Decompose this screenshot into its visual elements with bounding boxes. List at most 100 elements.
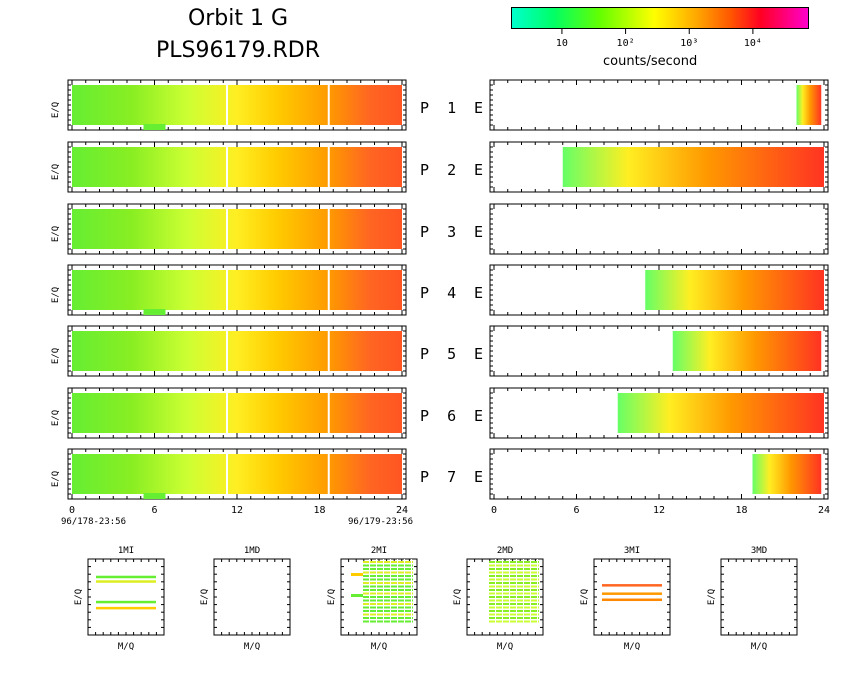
- mass-panel: [593, 558, 671, 636]
- mass-panel-frame: [593, 558, 671, 636]
- mass-band: [351, 594, 363, 597]
- mass-gap: [404, 559, 405, 633]
- p-channel-label: P 1: [420, 99, 456, 117]
- mass-band: [489, 582, 539, 584]
- ylabel-eq: E/Q: [51, 287, 61, 303]
- mass-panel-title: 2MI: [371, 546, 387, 556]
- e-panel-frame: [489, 203, 829, 255]
- e-channel-label: E: [474, 161, 483, 179]
- x-tick-label: 24: [818, 505, 830, 516]
- mass-panel-frame: [213, 558, 291, 636]
- xlabel-mq: M/Q: [244, 642, 260, 652]
- mass-band: [489, 592, 539, 595]
- data-gap: [327, 453, 330, 495]
- mass-band: [363, 564, 413, 567]
- e-panel: [489, 387, 829, 439]
- data-gap: [327, 330, 330, 372]
- e-channel-label: E: [474, 223, 483, 241]
- data-gap: [327, 146, 330, 188]
- mass-band: [602, 584, 662, 587]
- mass-band: [363, 582, 413, 584]
- title-filename: PLS96179.RDR: [156, 38, 320, 63]
- e-spectrum: [617, 393, 824, 433]
- e-spectrum: [672, 331, 822, 371]
- mass-band: [489, 596, 539, 598]
- mass-band: [363, 568, 413, 570]
- ylabel-eq: E/Q: [51, 410, 61, 426]
- p-panel: [67, 141, 407, 193]
- mass-band: [363, 571, 413, 574]
- x-tick-label: 12: [231, 505, 243, 516]
- mass-gap: [397, 559, 398, 633]
- mass-band: [489, 571, 539, 574]
- p-spectrum-edge: [143, 309, 166, 315]
- mass-gap: [383, 559, 384, 633]
- ylabel-eq: E/Q: [51, 226, 61, 242]
- colorbar-tick-label: 10³: [680, 38, 698, 49]
- time-start-label: 96/178-23:56: [61, 517, 127, 527]
- p-spectrum: [72, 454, 402, 494]
- mass-band: [602, 592, 662, 595]
- p-channel-label: P 4: [420, 284, 456, 302]
- mass-panel-frame: [87, 558, 165, 636]
- data-gap: [226, 208, 228, 250]
- mass-band: [363, 617, 413, 619]
- mass-panel: [340, 558, 419, 636]
- mass-band: [489, 599, 539, 602]
- e-channel-label: E: [474, 99, 483, 117]
- mass-band: [489, 617, 539, 619]
- mass-band: [363, 603, 413, 605]
- mass-panel-title: 1MD: [244, 546, 260, 556]
- colorbar-tick-label: 10²: [617, 38, 635, 49]
- p-panel: [67, 203, 407, 255]
- mass-gap: [418, 559, 419, 633]
- e-channel-label: E: [474, 284, 483, 302]
- mass-band: [363, 561, 413, 563]
- mass-band: [489, 578, 539, 581]
- mass-band: [363, 610, 413, 612]
- mass-gap: [516, 559, 517, 633]
- e-panel: [489, 79, 829, 131]
- time-end-label: 96/179-23:56: [348, 517, 414, 527]
- p-channel-label: P 5: [420, 345, 456, 363]
- data-gap: [327, 84, 330, 126]
- data-gap: [226, 84, 228, 126]
- mass-band: [351, 573, 363, 576]
- mass-band: [489, 585, 539, 588]
- mass-band: [363, 575, 413, 577]
- e-panel: [489, 141, 829, 193]
- ylabel-eq: E/Q: [51, 348, 61, 364]
- data-gap: [226, 269, 228, 311]
- x-tick-label: 6: [151, 505, 157, 516]
- p-spectrum: [72, 393, 402, 433]
- colorbar-axis: 10 10² 10³ 10⁴: [556, 28, 762, 49]
- x-tick-label: 0: [491, 505, 497, 516]
- xlabel-mq: M/Q: [371, 642, 387, 652]
- data-gap: [226, 330, 228, 372]
- mass-band: [363, 606, 413, 609]
- p-channel-label: P 2: [420, 161, 456, 179]
- colorbar-label: counts/second: [603, 54, 698, 69]
- mass-band: [489, 613, 539, 616]
- mass-gap: [369, 559, 370, 633]
- mass-gap: [544, 559, 545, 633]
- p-spectrum: [72, 270, 402, 310]
- xlabel-mq: M/Q: [118, 642, 134, 652]
- p-channel-label: P 6: [420, 407, 456, 425]
- x-tick-label: 24: [396, 505, 408, 516]
- x-tick-label: 0: [69, 505, 75, 516]
- mass-panel: [466, 558, 545, 636]
- mass-gap: [411, 559, 412, 633]
- mass-band: [489, 568, 539, 570]
- mass-gap: [523, 559, 524, 633]
- xlabel-mq: M/Q: [497, 642, 513, 652]
- mass-panel: [720, 558, 798, 636]
- e-panel: [489, 325, 829, 377]
- e-panel: [489, 448, 829, 500]
- ylabel-eq: E/Q: [51, 164, 61, 180]
- data-gap: [327, 269, 330, 311]
- ylabel-eq: E/Q: [327, 589, 337, 605]
- p-panel: [67, 448, 407, 500]
- colorbar-tick-label: 10: [556, 38, 568, 49]
- mass-panel: [213, 558, 291, 636]
